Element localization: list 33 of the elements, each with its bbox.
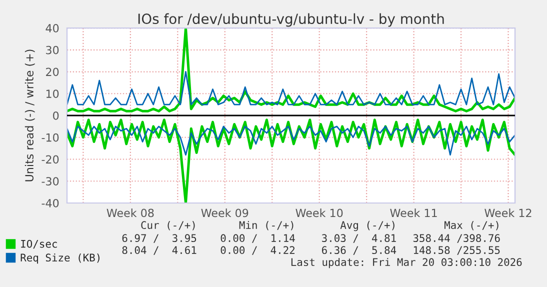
text: Cur (-/+) <box>141 221 195 230</box>
line-series <box>67 126 515 156</box>
text: 3.03 / 4.81 <box>322 234 396 243</box>
y-tick-label: 0 <box>53 111 59 120</box>
y-tick-label: -20 <box>42 155 59 164</box>
y-tick-label: -10 <box>42 133 59 142</box>
text: Avg (-/+) <box>340 220 394 232</box>
y-tick-label: -40 <box>42 198 59 208</box>
x-tick-label: Week 12 <box>484 208 532 218</box>
x-tick-label: Week 10 <box>296 208 343 218</box>
text: 358.44 /398.76 <box>413 234 500 243</box>
text: 0.00 / 4.22 <box>220 246 294 255</box>
text: Max (-/+) <box>444 221 498 230</box>
text: 148.58 /255.55 <box>414 246 500 255</box>
line-series <box>67 71 515 106</box>
y-axis-title: Units read (-) / write (+) <box>24 50 35 182</box>
y-tick-label: 30 <box>46 46 59 54</box>
text: 6.36 / 5.84 <box>322 246 396 255</box>
text: Last update: Fri Mar 20 03:00:10 2026 <box>291 258 522 268</box>
y-tick-label: 10 <box>46 90 59 98</box>
x-tick-label: Week 08 <box>106 208 154 218</box>
y-tick-label: 40 <box>46 24 59 32</box>
y-tick-label: -30 <box>42 177 59 186</box>
text: 8.04 / 4.61 <box>122 246 196 255</box>
text: 0.00 / 1.14 <box>220 234 295 243</box>
y-tick-label: 20 <box>46 68 59 76</box>
text: 6.97 / 3.95 <box>122 234 196 243</box>
x-tick-label: Week 09 <box>201 208 248 218</box>
x-tick-label: Week 11 <box>390 208 437 218</box>
legend-label: IO/sec <box>21 240 57 249</box>
text: Min (-/+) <box>239 220 294 230</box>
chart-title: IOs for /dev/ubuntu-vg/ubuntu-lv - by month <box>138 13 444 27</box>
legend-label: Req Size (KB) <box>20 253 100 264</box>
